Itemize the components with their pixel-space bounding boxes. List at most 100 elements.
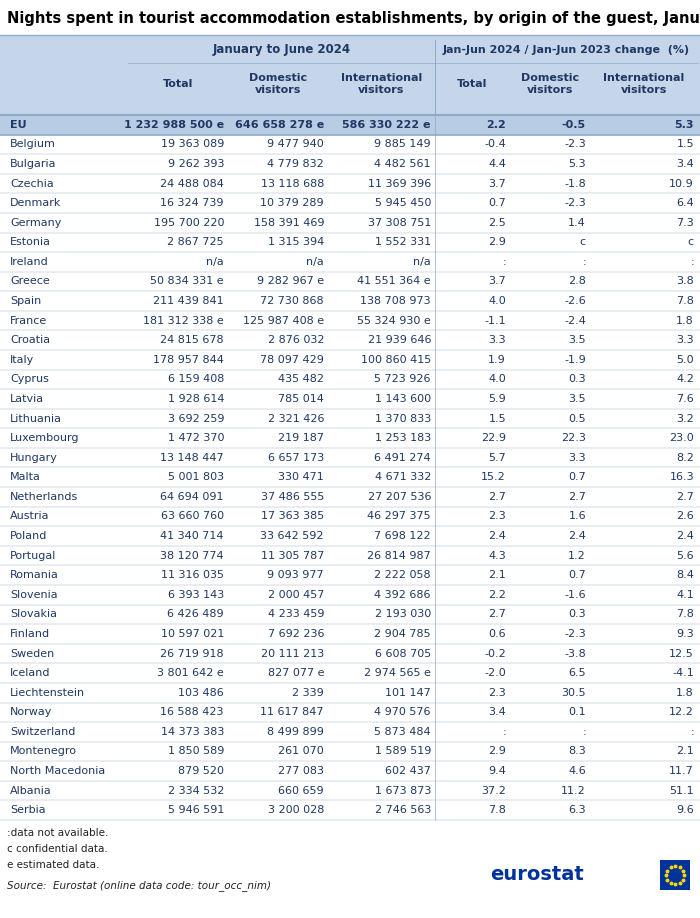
Text: 2 334 532: 2 334 532 — [167, 786, 224, 796]
Text: 5.0: 5.0 — [676, 354, 694, 364]
Bar — [0, 467, 700, 487]
Text: 646 658 278 e: 646 658 278 e — [234, 119, 324, 129]
Bar — [0, 546, 700, 565]
Text: 2.6: 2.6 — [676, 511, 694, 521]
Text: 6 657 173: 6 657 173 — [267, 453, 324, 463]
Text: 1.9: 1.9 — [489, 354, 506, 364]
Text: 11 305 787: 11 305 787 — [260, 551, 324, 561]
Text: 4 482 561: 4 482 561 — [374, 159, 431, 169]
Text: Greece: Greece — [10, 276, 50, 286]
Text: 1 850 589: 1 850 589 — [167, 746, 224, 756]
Text: 21 939 646: 21 939 646 — [368, 335, 431, 345]
Text: 0.7: 0.7 — [489, 198, 506, 208]
Text: 2.4: 2.4 — [568, 531, 586, 541]
Text: 5 946 591: 5 946 591 — [167, 805, 224, 815]
Text: Norway: Norway — [10, 707, 52, 717]
Bar — [0, 232, 700, 252]
Text: Finland: Finland — [10, 629, 50, 639]
Text: 660 659: 660 659 — [279, 786, 324, 796]
Text: -2.6: -2.6 — [564, 296, 586, 306]
Text: International
visitors: International visitors — [603, 73, 685, 95]
Text: 0.1: 0.1 — [568, 707, 586, 717]
Bar — [0, 135, 700, 154]
Text: Jan-Jun 2024 / Jan-Jun 2023 change  (%): Jan-Jun 2024 / Jan-Jun 2023 change (%) — [443, 45, 690, 55]
Text: :: : — [503, 727, 506, 737]
Bar — [0, 115, 700, 135]
Text: Luxembourg: Luxembourg — [10, 433, 80, 443]
Text: 1 552 331: 1 552 331 — [375, 237, 431, 247]
Text: -0.4: -0.4 — [484, 140, 506, 150]
Text: 2.4: 2.4 — [488, 531, 506, 541]
Text: Source:  Eurostat (online data code: tour_occ_nim): Source: Eurostat (online data code: tour… — [7, 880, 271, 890]
Text: 1.5: 1.5 — [489, 413, 506, 423]
Text: 7.8: 7.8 — [676, 610, 694, 620]
Text: 2.7: 2.7 — [488, 492, 506, 502]
Text: 4.6: 4.6 — [568, 766, 586, 776]
Text: 8.4: 8.4 — [676, 570, 694, 580]
Text: 17 363 385: 17 363 385 — [260, 511, 324, 521]
Text: -1.1: -1.1 — [484, 316, 506, 326]
Text: 9.6: 9.6 — [676, 805, 694, 815]
Bar — [0, 213, 700, 232]
Text: 1 315 394: 1 315 394 — [267, 237, 324, 247]
Text: Croatia: Croatia — [10, 335, 50, 345]
Text: 7.8: 7.8 — [676, 296, 694, 306]
Text: n/a: n/a — [307, 257, 324, 267]
Text: 2 974 565 e: 2 974 565 e — [364, 668, 431, 678]
Text: Ireland: Ireland — [10, 257, 49, 267]
Bar — [0, 174, 700, 194]
Text: 277 083: 277 083 — [278, 766, 324, 776]
Text: 6 491 274: 6 491 274 — [374, 453, 431, 463]
Text: 2.7: 2.7 — [488, 610, 506, 620]
Bar — [0, 624, 700, 644]
Text: 2 876 032: 2 876 032 — [267, 335, 324, 345]
Text: 3.3: 3.3 — [489, 335, 506, 345]
Text: 2.7: 2.7 — [568, 492, 586, 502]
Text: 5.7: 5.7 — [489, 453, 506, 463]
Text: 2.1: 2.1 — [676, 746, 694, 756]
Text: 1 253 183: 1 253 183 — [374, 433, 431, 443]
Text: 2.2: 2.2 — [486, 119, 506, 129]
Text: 9 262 393: 9 262 393 — [167, 159, 224, 169]
Text: 6.5: 6.5 — [568, 668, 586, 678]
Text: 6.3: 6.3 — [568, 805, 586, 815]
Text: 3 200 028: 3 200 028 — [267, 805, 324, 815]
Text: 261 070: 261 070 — [279, 746, 324, 756]
Text: 6 426 489: 6 426 489 — [167, 610, 224, 620]
Text: 6 159 408: 6 159 408 — [167, 375, 224, 385]
Text: 2 000 457: 2 000 457 — [267, 589, 324, 599]
Text: 6.4: 6.4 — [676, 198, 694, 208]
Text: EU: EU — [10, 119, 27, 129]
Text: 1 928 614: 1 928 614 — [167, 394, 224, 404]
Text: -2.3: -2.3 — [564, 198, 586, 208]
Text: 9 885 149: 9 885 149 — [374, 140, 431, 150]
Text: 5 945 450: 5 945 450 — [374, 198, 431, 208]
Text: 16 324 739: 16 324 739 — [160, 198, 224, 208]
Text: :: : — [582, 727, 586, 737]
Text: 7.6: 7.6 — [676, 394, 694, 404]
Bar — [0, 605, 700, 624]
Text: North Macedonia: North Macedonia — [10, 766, 105, 776]
Text: 2.3: 2.3 — [489, 688, 506, 698]
Text: Domestic
visitors: Domestic visitors — [249, 73, 307, 95]
Text: c: c — [580, 237, 586, 247]
Text: 0.7: 0.7 — [568, 570, 586, 580]
Bar — [0, 154, 700, 174]
Text: 827 077 e: 827 077 e — [267, 668, 324, 678]
Text: 9.3: 9.3 — [676, 629, 694, 639]
Text: c: c — [688, 237, 694, 247]
Text: -0.5: -0.5 — [562, 119, 586, 129]
Text: International
visitors: International visitors — [341, 73, 422, 95]
Text: 211 439 841: 211 439 841 — [153, 296, 224, 306]
Bar — [0, 742, 700, 761]
Text: 46 297 375: 46 297 375 — [368, 511, 431, 521]
Bar — [0, 370, 700, 389]
Text: 3.3: 3.3 — [676, 335, 694, 345]
Text: 1 589 519: 1 589 519 — [374, 746, 431, 756]
Text: 37.2: 37.2 — [481, 786, 506, 796]
Text: 181 312 338 e: 181 312 338 e — [144, 316, 224, 326]
Bar — [0, 565, 700, 585]
Bar — [0, 585, 700, 605]
Text: 1.6: 1.6 — [568, 511, 586, 521]
Text: 2 904 785: 2 904 785 — [374, 629, 431, 639]
